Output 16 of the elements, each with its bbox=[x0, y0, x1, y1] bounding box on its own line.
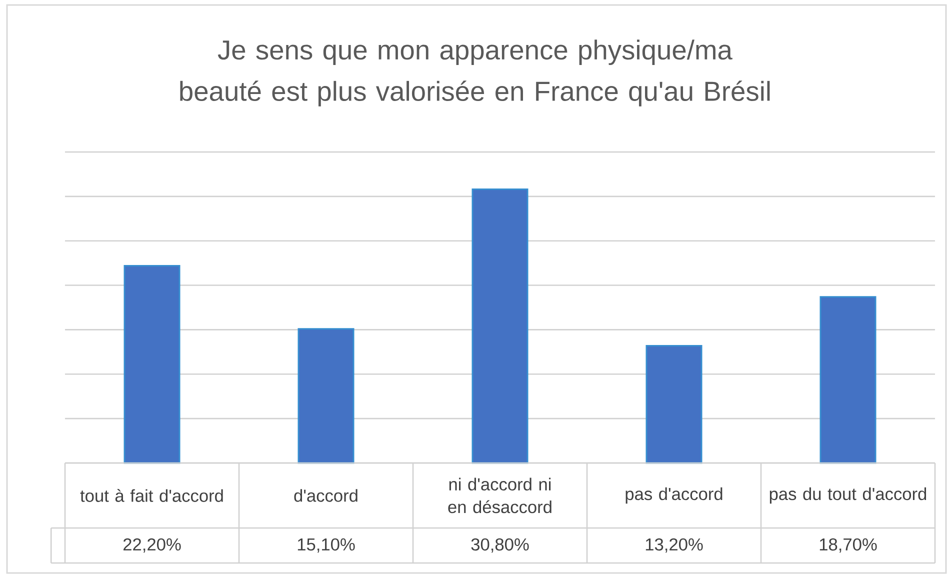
x-tick-label: d'accord bbox=[294, 489, 358, 502]
bar bbox=[646, 344, 702, 464]
data-label: 22,20% bbox=[123, 538, 181, 553]
x-tick-label: ni d'accord ni en désaccord bbox=[448, 478, 552, 514]
bar bbox=[124, 264, 180, 464]
data-label: 18,70% bbox=[820, 538, 877, 553]
x-tick-label: tout à fait d'accord bbox=[80, 489, 223, 502]
bar bbox=[472, 188, 528, 464]
bar bbox=[820, 296, 876, 464]
data-label: 13,20% bbox=[646, 538, 703, 553]
data-label: 15,10% bbox=[298, 538, 355, 553]
x-tick-label: pas du tout d'accord bbox=[770, 487, 926, 504]
bar bbox=[298, 328, 354, 464]
data-label: 30,80% bbox=[471, 538, 529, 553]
chart-title: Je sens que mon apparence physique/ma beauté est plus valorisée en France qu'au Brésil bbox=[180, 40, 770, 106]
x-tick-label: pas d'accord bbox=[626, 487, 722, 504]
